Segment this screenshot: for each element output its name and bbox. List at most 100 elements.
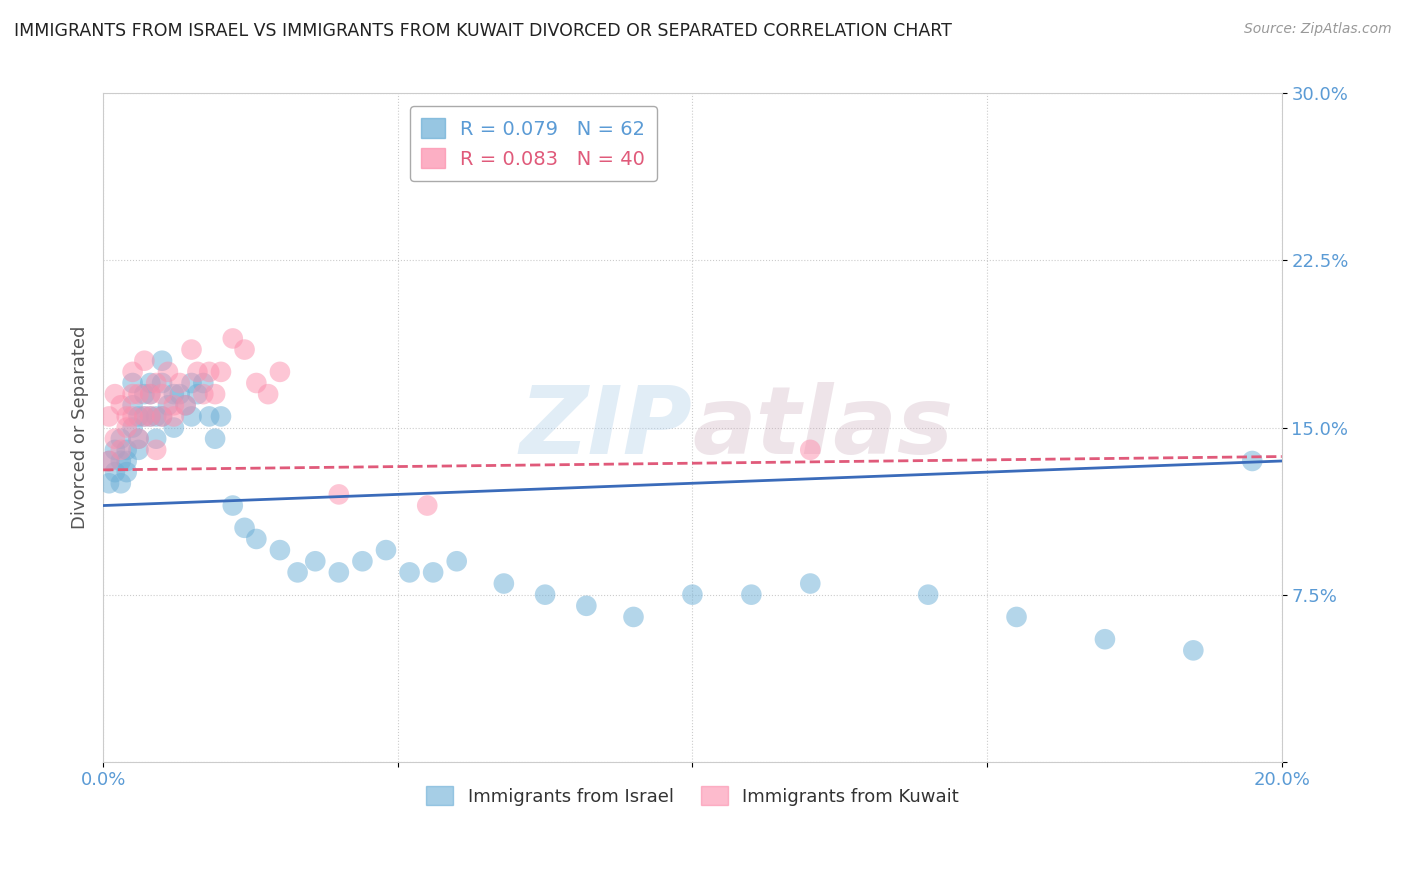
Text: ZIP: ZIP bbox=[520, 382, 692, 474]
Point bbox=[245, 376, 267, 390]
Point bbox=[104, 387, 127, 401]
Point bbox=[257, 387, 280, 401]
Point bbox=[163, 398, 186, 412]
Point bbox=[174, 398, 197, 412]
Point bbox=[110, 432, 132, 446]
Point bbox=[127, 387, 149, 401]
Point bbox=[163, 387, 186, 401]
Point bbox=[623, 610, 645, 624]
Point bbox=[222, 499, 245, 513]
Point bbox=[1182, 643, 1205, 657]
Point bbox=[186, 387, 208, 401]
Point bbox=[127, 432, 149, 446]
Point bbox=[328, 566, 350, 580]
Point bbox=[115, 409, 138, 424]
Point bbox=[233, 343, 256, 357]
Point bbox=[150, 409, 173, 424]
Point bbox=[198, 409, 221, 424]
Point bbox=[98, 454, 121, 468]
Point bbox=[534, 588, 557, 602]
Point bbox=[180, 409, 202, 424]
Point bbox=[145, 432, 167, 446]
Point bbox=[193, 387, 215, 401]
Point bbox=[104, 432, 127, 446]
Point bbox=[121, 420, 143, 434]
Point bbox=[1005, 610, 1028, 624]
Point bbox=[127, 409, 149, 424]
Point bbox=[681, 588, 703, 602]
Point bbox=[180, 376, 202, 390]
Point bbox=[198, 365, 221, 379]
Point bbox=[799, 442, 821, 457]
Point bbox=[104, 465, 127, 479]
Point bbox=[127, 432, 149, 446]
Point bbox=[139, 387, 162, 401]
Point bbox=[180, 343, 202, 357]
Point bbox=[134, 387, 156, 401]
Point bbox=[1241, 454, 1264, 468]
Point bbox=[110, 442, 132, 457]
Point bbox=[204, 387, 226, 401]
Legend: Immigrants from Israel, Immigrants from Kuwait: Immigrants from Israel, Immigrants from … bbox=[419, 779, 966, 813]
Point bbox=[110, 398, 132, 412]
Point bbox=[799, 576, 821, 591]
Point bbox=[222, 331, 245, 345]
Point bbox=[139, 376, 162, 390]
Point bbox=[917, 588, 939, 602]
Point bbox=[139, 387, 162, 401]
Point bbox=[150, 409, 173, 424]
Point bbox=[740, 588, 762, 602]
Point bbox=[352, 554, 374, 568]
Point bbox=[209, 365, 232, 379]
Text: IMMIGRANTS FROM ISRAEL VS IMMIGRANTS FROM KUWAIT DIVORCED OR SEPARATED CORRELATI: IMMIGRANTS FROM ISRAEL VS IMMIGRANTS FRO… bbox=[14, 22, 952, 40]
Point bbox=[416, 499, 439, 513]
Point bbox=[575, 599, 598, 613]
Point bbox=[328, 487, 350, 501]
Point bbox=[204, 432, 226, 446]
Point bbox=[145, 409, 167, 424]
Point bbox=[304, 554, 326, 568]
Point bbox=[139, 409, 162, 424]
Point bbox=[134, 353, 156, 368]
Point bbox=[156, 398, 179, 412]
Point bbox=[127, 442, 149, 457]
Point bbox=[492, 576, 515, 591]
Point bbox=[145, 442, 167, 457]
Point bbox=[169, 376, 191, 390]
Point bbox=[163, 409, 186, 424]
Point bbox=[375, 543, 398, 558]
Point bbox=[174, 398, 197, 412]
Point bbox=[287, 566, 309, 580]
Point bbox=[398, 566, 420, 580]
Point bbox=[98, 476, 121, 491]
Point bbox=[121, 398, 143, 412]
Point bbox=[98, 454, 121, 468]
Point bbox=[110, 454, 132, 468]
Point bbox=[156, 365, 179, 379]
Point bbox=[150, 387, 173, 401]
Point bbox=[186, 365, 208, 379]
Point bbox=[134, 409, 156, 424]
Point bbox=[98, 409, 121, 424]
Point bbox=[163, 420, 186, 434]
Point bbox=[139, 409, 162, 424]
Point bbox=[121, 387, 143, 401]
Point bbox=[245, 532, 267, 546]
Text: Source: ZipAtlas.com: Source: ZipAtlas.com bbox=[1244, 22, 1392, 37]
Point bbox=[150, 353, 173, 368]
Y-axis label: Divorced or Separated: Divorced or Separated bbox=[72, 326, 89, 529]
Point bbox=[1094, 632, 1116, 647]
Point bbox=[209, 409, 232, 424]
Point bbox=[269, 543, 291, 558]
Point bbox=[115, 442, 138, 457]
Point bbox=[115, 420, 138, 434]
Point bbox=[150, 376, 173, 390]
Point bbox=[121, 409, 143, 424]
Point bbox=[115, 465, 138, 479]
Point bbox=[169, 387, 191, 401]
Point bbox=[121, 365, 143, 379]
Point bbox=[104, 442, 127, 457]
Point bbox=[233, 521, 256, 535]
Point bbox=[422, 566, 444, 580]
Point bbox=[115, 454, 138, 468]
